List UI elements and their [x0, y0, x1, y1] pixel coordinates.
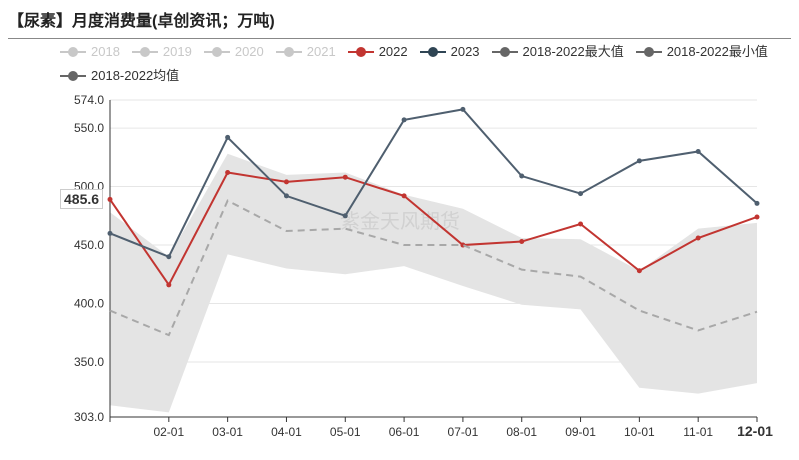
legend-swatch-icon	[419, 46, 446, 58]
legend-swatch-icon	[635, 46, 662, 58]
y-tick-label: 574.0	[74, 93, 104, 107]
legend-swatch-icon	[275, 46, 302, 58]
legend-item-2023[interactable]: 2023	[419, 41, 480, 63]
series-line-2018-2022均值	[109, 199, 758, 337]
y-tick-label: 350.0	[74, 355, 104, 369]
data-point-2023	[166, 254, 172, 260]
x-tick-label: 11-01	[683, 425, 713, 439]
data-point-2023	[519, 173, 525, 179]
data-point-2022	[519, 239, 525, 245]
data-point-2023	[754, 200, 760, 206]
y-tick-label: 450.0	[74, 238, 104, 252]
x-tick-label: 12-01	[737, 423, 773, 439]
data-point-2022	[107, 196, 113, 202]
legend-item-2018-2022最大值[interactable]: 2018-2022最大值	[491, 41, 624, 63]
legend-label: 2021	[306, 44, 336, 59]
legend-label: 2022	[378, 44, 408, 59]
data-point-2023	[283, 193, 289, 199]
data-point-2022	[342, 174, 348, 180]
y-tick-label: 550.0	[74, 121, 104, 135]
data-point-2022	[283, 179, 289, 185]
data-point-2023	[695, 148, 701, 154]
legend-label: 2018-2022最大值	[522, 44, 624, 59]
x-tick-label: 07-01	[448, 425, 479, 439]
data-point-2022	[695, 235, 701, 241]
data-point-2023	[401, 117, 407, 123]
x-tick-label: 10-01	[624, 425, 655, 439]
series-line-2023	[109, 108, 758, 259]
data-point-2022	[754, 214, 760, 220]
legend-label: 2018-2022均值	[91, 68, 180, 83]
legend-label: 2023	[450, 44, 480, 59]
x-tick-label: 02-01	[153, 425, 184, 439]
data-point-2022	[225, 170, 231, 176]
data-point-2022	[636, 268, 642, 274]
current-value-label: 485.6	[60, 189, 104, 209]
title-divider	[8, 38, 791, 39]
data-point-2023	[460, 106, 466, 112]
data-point-2022	[166, 282, 172, 288]
min-max-band	[110, 153, 757, 413]
x-tick-label: 09-01	[565, 425, 596, 439]
x-tick-label: 04-01	[271, 425, 302, 439]
x-tick-label: 06-01	[389, 425, 420, 439]
legend-item-2019[interactable]: 2019	[131, 41, 192, 63]
legend-item-2020[interactable]: 2020	[203, 41, 264, 63]
legend-item-2021[interactable]: 2021	[275, 41, 336, 63]
data-point-2022	[401, 193, 407, 199]
legend-item-2018[interactable]: 2018	[60, 41, 120, 63]
legend-label: 2018-2022最小值	[666, 44, 768, 59]
legend-item-2018-2022均值[interactable]: 2018-2022均值	[60, 65, 179, 87]
data-point-2023	[107, 230, 113, 236]
legend-label: 2020	[234, 44, 264, 59]
data-point-2023	[225, 134, 231, 140]
legend-swatch-icon	[491, 46, 518, 58]
data-point-2023	[342, 213, 348, 219]
legend-item-2022[interactable]: 2022	[347, 41, 408, 63]
data-point-2023	[636, 158, 642, 164]
watermark: 紫金天风期货	[340, 209, 460, 233]
data-point-2023	[578, 191, 584, 197]
legend-swatch-icon	[347, 46, 374, 58]
y-tick-label: 400.0	[74, 297, 104, 311]
x-tick-label: 08-01	[506, 425, 537, 439]
legend-swatch-icon	[203, 46, 230, 58]
series-line-2022	[109, 171, 758, 287]
legend-label: 2019	[162, 44, 192, 59]
legend-swatch-icon	[60, 70, 86, 82]
x-tick-label: 05-01	[330, 425, 361, 439]
data-point-2022	[578, 221, 584, 227]
legend: 2018 2019 2020 2021 2022 2023 2018-2022最大值 2018…	[60, 41, 780, 89]
chart-title: 【尿素】月度消费量(卓创资讯；万吨)	[8, 13, 275, 30]
legend-swatch-icon	[60, 46, 86, 58]
x-tick-label: 03-01	[212, 425, 243, 439]
y-tick-label: 303.0	[74, 410, 104, 424]
legend-swatch-icon	[131, 46, 158, 58]
legend-item-2018-2022最小值[interactable]: 2018-2022最小值	[635, 41, 768, 63]
legend-label: 2018	[91, 44, 120, 59]
